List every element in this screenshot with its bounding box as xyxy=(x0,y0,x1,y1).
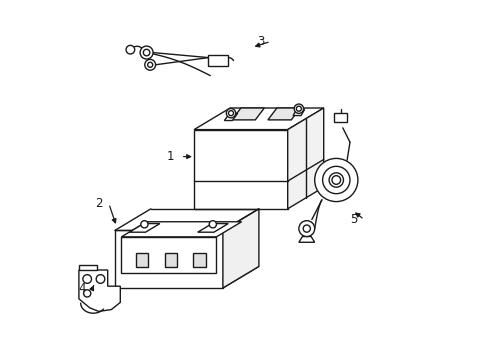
Text: 1: 1 xyxy=(166,150,174,163)
Polygon shape xyxy=(231,108,264,120)
Polygon shape xyxy=(197,224,228,232)
Circle shape xyxy=(83,290,91,297)
Polygon shape xyxy=(224,113,237,121)
Text: 4: 4 xyxy=(79,282,86,294)
Polygon shape xyxy=(115,230,223,288)
Circle shape xyxy=(141,221,148,228)
Polygon shape xyxy=(121,222,241,237)
Circle shape xyxy=(314,158,357,202)
Circle shape xyxy=(143,49,149,56)
Polygon shape xyxy=(129,224,160,232)
Polygon shape xyxy=(79,265,97,270)
Circle shape xyxy=(322,166,349,194)
Polygon shape xyxy=(298,237,314,242)
Circle shape xyxy=(144,59,155,70)
Circle shape xyxy=(298,221,314,237)
Circle shape xyxy=(82,275,91,283)
Polygon shape xyxy=(121,237,216,273)
Circle shape xyxy=(140,46,153,59)
Polygon shape xyxy=(223,209,258,288)
Circle shape xyxy=(209,221,216,228)
Polygon shape xyxy=(208,55,228,66)
Text: 5: 5 xyxy=(350,213,357,226)
Text: 3: 3 xyxy=(256,35,264,48)
Polygon shape xyxy=(267,108,300,120)
Text: 2: 2 xyxy=(95,197,102,210)
Circle shape xyxy=(226,108,235,118)
Polygon shape xyxy=(292,109,304,116)
Polygon shape xyxy=(194,130,287,209)
Polygon shape xyxy=(287,108,323,209)
Polygon shape xyxy=(333,113,346,122)
Polygon shape xyxy=(136,253,148,267)
Circle shape xyxy=(303,225,310,232)
Polygon shape xyxy=(115,266,258,288)
Polygon shape xyxy=(164,253,177,267)
Circle shape xyxy=(126,45,134,54)
Polygon shape xyxy=(79,270,120,311)
Circle shape xyxy=(294,104,303,113)
Circle shape xyxy=(296,106,301,111)
Polygon shape xyxy=(194,108,323,130)
Circle shape xyxy=(331,176,340,184)
Polygon shape xyxy=(193,253,205,267)
Circle shape xyxy=(147,62,152,67)
Circle shape xyxy=(228,111,233,116)
Circle shape xyxy=(96,275,104,283)
Circle shape xyxy=(328,173,343,187)
